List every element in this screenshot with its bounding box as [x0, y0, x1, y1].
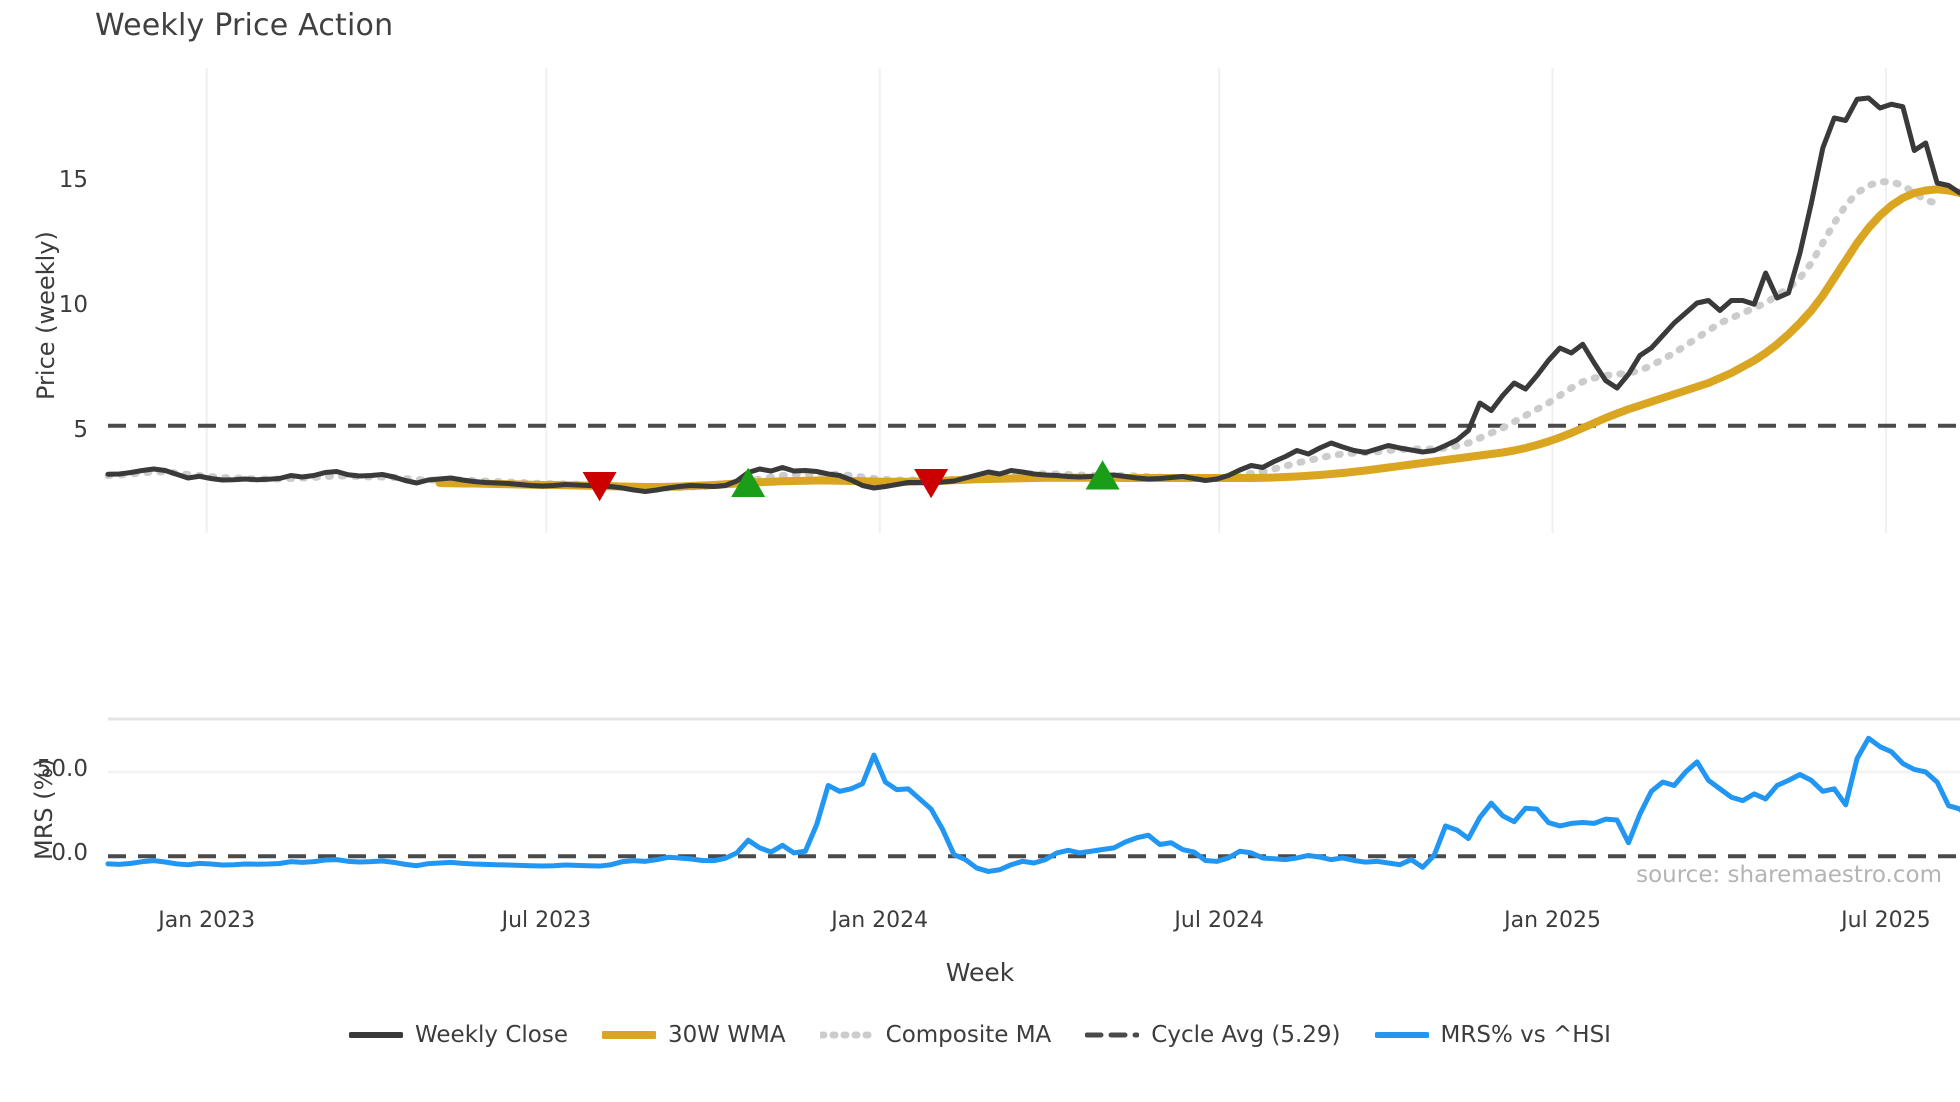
x-tick: Jan 2024 — [831, 908, 929, 933]
mrs-series-line — [105, 735, 1960, 874]
price-y-tick: 5 — [73, 417, 88, 443]
legend-line-icon — [602, 1025, 656, 1045]
x-tick: Jul 2024 — [1174, 908, 1264, 933]
legend-item-cycle-avg-5-29[interactable]: Cycle Avg (5.29) — [1085, 1022, 1341, 1048]
mrs-plot-area — [105, 717, 1960, 874]
legend-item-composite-ma[interactable]: Composite MA — [819, 1022, 1052, 1048]
x-axis-label: Week — [945, 958, 1015, 987]
price-y-tick: 15 — [58, 167, 88, 193]
buy-marker-icon — [731, 467, 766, 497]
legend-item-mrs-vs-hsi[interactable]: MRS% vs ^HSI — [1374, 1022, 1611, 1048]
mrs-chart-panel — [105, 717, 1960, 890]
mrs-y-tick: 0.0 — [51, 840, 88, 867]
x-tick: Jul 2023 — [501, 908, 592, 933]
x-tick: Jan 2023 — [158, 908, 256, 933]
price-series-30w-wma — [435, 185, 1960, 491]
source-watermark: source: sharemaestro.com — [1636, 862, 1942, 888]
legend-item-30w-wma[interactable]: 30W WMA — [602, 1022, 786, 1048]
price-plot-area — [104, 68, 1960, 533]
legend-label: MRS% vs ^HSI — [1440, 1022, 1611, 1048]
legend-line-icon — [1085, 1025, 1140, 1045]
buy-marker-icon — [1085, 460, 1120, 490]
sell-marker-icon — [582, 472, 617, 502]
page-title: Weekly Price Action — [95, 8, 394, 43]
chart-legend: Weekly Close 30W WMA Composite MA Cycle Avg… — [0, 1022, 1960, 1048]
price-series-weekly-close — [105, 95, 1960, 494]
legend-label: Composite MA — [885, 1022, 1052, 1048]
legend-label: 30W WMA — [668, 1022, 786, 1048]
legend-label: Cycle Avg (5.29) — [1151, 1022, 1341, 1048]
mrs-y-tick: 50.0 — [36, 755, 88, 782]
legend-line-icon — [1374, 1025, 1429, 1045]
x-tick: Jan 2025 — [1504, 908, 1601, 933]
price-y-tick: 10 — [58, 292, 88, 318]
price-chart-panel — [104, 68, 1960, 533]
legend-label: Weekly Close — [415, 1022, 568, 1048]
legend-item-weekly-close[interactable]: Weekly Close — [349, 1022, 568, 1048]
legend-line-icon — [349, 1025, 404, 1045]
legend-line-icon — [819, 1025, 874, 1045]
sell-marker-icon — [914, 469, 949, 499]
x-tick: Jul 2025 — [1841, 908, 1931, 933]
